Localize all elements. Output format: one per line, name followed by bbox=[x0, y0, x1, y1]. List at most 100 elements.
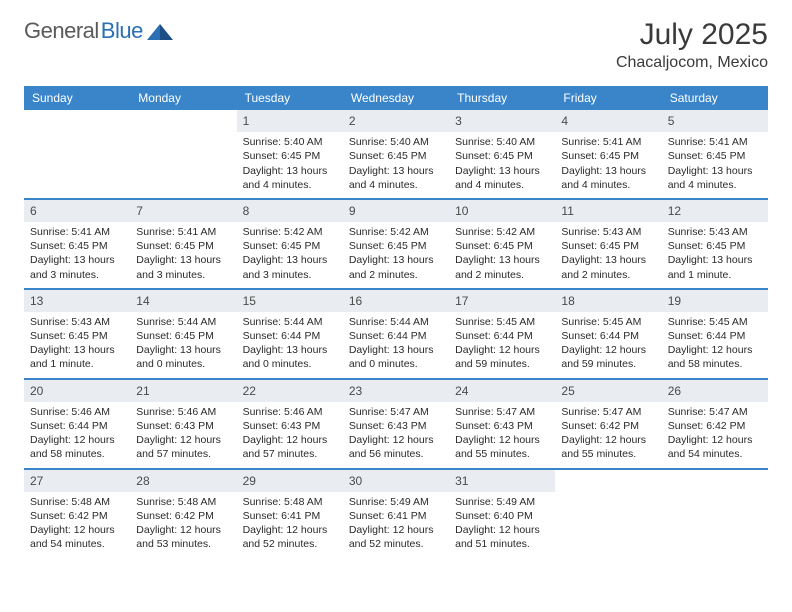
sunrise-text: Sunrise: 5:46 AM bbox=[136, 405, 230, 419]
sunset-text: Sunset: 6:45 PM bbox=[349, 149, 443, 163]
day-body: Sunrise: 5:46 AMSunset: 6:43 PMDaylight:… bbox=[130, 402, 236, 468]
title-block: July 2025 Chacaljocom, Mexico bbox=[616, 18, 768, 72]
day-number: 16 bbox=[343, 290, 449, 312]
sunset-text: Sunset: 6:44 PM bbox=[30, 419, 124, 433]
day-cell bbox=[555, 470, 661, 558]
sunset-text: Sunset: 6:45 PM bbox=[30, 329, 124, 343]
day-body: Sunrise: 5:46 AMSunset: 6:43 PMDaylight:… bbox=[237, 402, 343, 468]
sunrise-text: Sunrise: 5:41 AM bbox=[30, 225, 124, 239]
day-cell: 4Sunrise: 5:41 AMSunset: 6:45 PMDaylight… bbox=[555, 110, 661, 198]
day-body: Sunrise: 5:47 AMSunset: 6:43 PMDaylight:… bbox=[343, 402, 449, 468]
day-number: 5 bbox=[662, 110, 768, 132]
day-body: Sunrise: 5:49 AMSunset: 6:40 PMDaylight:… bbox=[449, 492, 555, 558]
day-cell: 21Sunrise: 5:46 AMSunset: 6:43 PMDayligh… bbox=[130, 380, 236, 468]
sunrise-text: Sunrise: 5:43 AM bbox=[30, 315, 124, 329]
sunrise-text: Sunrise: 5:40 AM bbox=[243, 135, 337, 149]
day-number: 21 bbox=[130, 380, 236, 402]
day-body: Sunrise: 5:44 AMSunset: 6:44 PMDaylight:… bbox=[343, 312, 449, 378]
daylight-text: Daylight: 13 hours and 4 minutes. bbox=[349, 164, 443, 192]
day-cell: 22Sunrise: 5:46 AMSunset: 6:43 PMDayligh… bbox=[237, 380, 343, 468]
daylight-text: Daylight: 12 hours and 51 minutes. bbox=[455, 523, 549, 551]
sunrise-text: Sunrise: 5:45 AM bbox=[668, 315, 762, 329]
dow-monday: Monday bbox=[130, 86, 236, 110]
day-body: Sunrise: 5:43 AMSunset: 6:45 PMDaylight:… bbox=[662, 222, 768, 288]
day-number: 22 bbox=[237, 380, 343, 402]
brand-part1: General bbox=[24, 18, 99, 44]
day-body: Sunrise: 5:49 AMSunset: 6:41 PMDaylight:… bbox=[343, 492, 449, 558]
sunset-text: Sunset: 6:42 PM bbox=[136, 509, 230, 523]
sunset-text: Sunset: 6:40 PM bbox=[455, 509, 549, 523]
day-cell: 14Sunrise: 5:44 AMSunset: 6:45 PMDayligh… bbox=[130, 290, 236, 378]
sunrise-text: Sunrise: 5:46 AM bbox=[243, 405, 337, 419]
day-body: Sunrise: 5:44 AMSunset: 6:45 PMDaylight:… bbox=[130, 312, 236, 378]
logo-triangle-icon bbox=[147, 22, 173, 40]
day-cell: 16Sunrise: 5:44 AMSunset: 6:44 PMDayligh… bbox=[343, 290, 449, 378]
dow-sunday: Sunday bbox=[24, 86, 130, 110]
day-number: 2 bbox=[343, 110, 449, 132]
day-body: Sunrise: 5:41 AMSunset: 6:45 PMDaylight:… bbox=[662, 132, 768, 198]
sunrise-text: Sunrise: 5:45 AM bbox=[455, 315, 549, 329]
sunset-text: Sunset: 6:45 PM bbox=[561, 149, 655, 163]
daylight-text: Daylight: 12 hours and 55 minutes. bbox=[561, 433, 655, 461]
day-number: 8 bbox=[237, 200, 343, 222]
sunset-text: Sunset: 6:44 PM bbox=[455, 329, 549, 343]
day-number: 1 bbox=[237, 110, 343, 132]
daylight-text: Daylight: 13 hours and 4 minutes. bbox=[668, 164, 762, 192]
day-number: 23 bbox=[343, 380, 449, 402]
brand-logo: GeneralBlue bbox=[24, 18, 173, 44]
day-number: 27 bbox=[24, 470, 130, 492]
day-number: 14 bbox=[130, 290, 236, 312]
day-number: 28 bbox=[130, 470, 236, 492]
day-cell: 26Sunrise: 5:47 AMSunset: 6:42 PMDayligh… bbox=[662, 380, 768, 468]
sunset-text: Sunset: 6:45 PM bbox=[243, 149, 337, 163]
sunrise-text: Sunrise: 5:48 AM bbox=[136, 495, 230, 509]
day-number: 20 bbox=[24, 380, 130, 402]
day-cell: 8Sunrise: 5:42 AMSunset: 6:45 PMDaylight… bbox=[237, 200, 343, 288]
sunset-text: Sunset: 6:45 PM bbox=[668, 149, 762, 163]
week-row: 13Sunrise: 5:43 AMSunset: 6:45 PMDayligh… bbox=[24, 290, 768, 380]
day-cell: 1Sunrise: 5:40 AMSunset: 6:45 PMDaylight… bbox=[237, 110, 343, 198]
sunrise-text: Sunrise: 5:47 AM bbox=[561, 405, 655, 419]
day-number: 31 bbox=[449, 470, 555, 492]
sunrise-text: Sunrise: 5:47 AM bbox=[455, 405, 549, 419]
daylight-text: Daylight: 13 hours and 0 minutes. bbox=[136, 343, 230, 371]
day-cell: 31Sunrise: 5:49 AMSunset: 6:40 PMDayligh… bbox=[449, 470, 555, 558]
sunset-text: Sunset: 6:43 PM bbox=[455, 419, 549, 433]
sunrise-text: Sunrise: 5:49 AM bbox=[349, 495, 443, 509]
sunrise-text: Sunrise: 5:46 AM bbox=[30, 405, 124, 419]
sunset-text: Sunset: 6:45 PM bbox=[30, 239, 124, 253]
sunset-text: Sunset: 6:45 PM bbox=[455, 239, 549, 253]
sunset-text: Sunset: 6:45 PM bbox=[561, 239, 655, 253]
sunrise-text: Sunrise: 5:40 AM bbox=[349, 135, 443, 149]
daylight-text: Daylight: 13 hours and 1 minute. bbox=[30, 343, 124, 371]
day-number: 30 bbox=[343, 470, 449, 492]
day-body: Sunrise: 5:41 AMSunset: 6:45 PMDaylight:… bbox=[130, 222, 236, 288]
sunset-text: Sunset: 6:45 PM bbox=[455, 149, 549, 163]
daylight-text: Daylight: 12 hours and 57 minutes. bbox=[243, 433, 337, 461]
day-number: 26 bbox=[662, 380, 768, 402]
week-row: 20Sunrise: 5:46 AMSunset: 6:44 PMDayligh… bbox=[24, 380, 768, 470]
header: GeneralBlue July 2025 Chacaljocom, Mexic… bbox=[24, 18, 768, 72]
day-cell: 28Sunrise: 5:48 AMSunset: 6:42 PMDayligh… bbox=[130, 470, 236, 558]
days-of-week-row: Sunday Monday Tuesday Wednesday Thursday… bbox=[24, 86, 768, 110]
day-cell: 5Sunrise: 5:41 AMSunset: 6:45 PMDaylight… bbox=[662, 110, 768, 198]
sunset-text: Sunset: 6:45 PM bbox=[243, 239, 337, 253]
daylight-text: Daylight: 13 hours and 0 minutes. bbox=[349, 343, 443, 371]
day-number: 18 bbox=[555, 290, 661, 312]
day-cell: 19Sunrise: 5:45 AMSunset: 6:44 PMDayligh… bbox=[662, 290, 768, 378]
day-body: Sunrise: 5:44 AMSunset: 6:44 PMDaylight:… bbox=[237, 312, 343, 378]
sunrise-text: Sunrise: 5:44 AM bbox=[349, 315, 443, 329]
sunset-text: Sunset: 6:45 PM bbox=[349, 239, 443, 253]
day-body: Sunrise: 5:40 AMSunset: 6:45 PMDaylight:… bbox=[237, 132, 343, 198]
day-body: Sunrise: 5:41 AMSunset: 6:45 PMDaylight:… bbox=[555, 132, 661, 198]
sunset-text: Sunset: 6:42 PM bbox=[668, 419, 762, 433]
daylight-text: Daylight: 12 hours and 57 minutes. bbox=[136, 433, 230, 461]
sunrise-text: Sunrise: 5:43 AM bbox=[668, 225, 762, 239]
day-cell: 2Sunrise: 5:40 AMSunset: 6:45 PMDaylight… bbox=[343, 110, 449, 198]
sunset-text: Sunset: 6:44 PM bbox=[349, 329, 443, 343]
day-body: Sunrise: 5:40 AMSunset: 6:45 PMDaylight:… bbox=[343, 132, 449, 198]
day-number: 13 bbox=[24, 290, 130, 312]
day-number: 11 bbox=[555, 200, 661, 222]
day-cell: 30Sunrise: 5:49 AMSunset: 6:41 PMDayligh… bbox=[343, 470, 449, 558]
day-body: Sunrise: 5:43 AMSunset: 6:45 PMDaylight:… bbox=[555, 222, 661, 288]
